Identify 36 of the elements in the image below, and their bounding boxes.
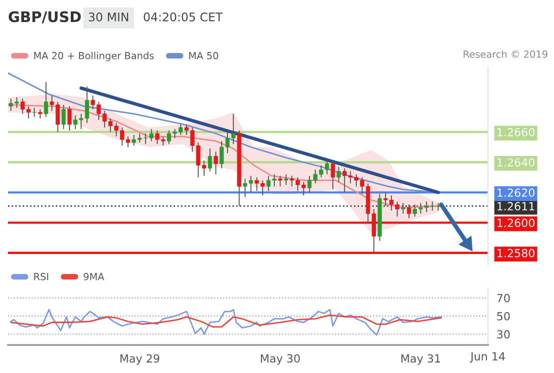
y-tick-label: 1.2600 (498, 218, 534, 228)
candlestick (44, 82, 48, 118)
line-series (10, 314, 442, 328)
x-tick-label: May 30 (260, 354, 300, 365)
candlestick (208, 148, 212, 172)
y-tick-label: 1.2580 (498, 248, 534, 258)
candlestick (330, 160, 335, 190)
candlestick (214, 151, 218, 175)
chart-subtitle: 30 MIN (88, 12, 128, 22)
y-tick-label: 50 (497, 312, 510, 320)
candlestick (32, 107, 36, 118)
candlestick (278, 175, 282, 187)
legend-label: MA 50 (189, 52, 218, 60)
text: Research © 2019 (464, 50, 548, 58)
line-series (10, 309, 442, 336)
text: 04:20:05 CET (144, 12, 223, 22)
candlestick (336, 166, 341, 182)
candlestick (67, 106, 72, 131)
candlestick (406, 204, 412, 219)
y-tick-label: 1.2640 (498, 158, 534, 167)
y-tick-label: 1.2620 (498, 188, 534, 197)
candlestick (401, 202, 406, 214)
text: Jun 14 (470, 352, 505, 363)
y-tick-label: 30 (497, 330, 510, 339)
x-tick-label: May 31 (401, 354, 440, 365)
y-tick-label: 1.2611 (498, 202, 534, 210)
legend-label: 9MA (84, 272, 104, 280)
legend-label: RSI (34, 272, 48, 280)
legend-label: MA 20 + Bollinger Bands (34, 52, 154, 62)
x-tick-label: May 29 (120, 354, 160, 365)
y-tick-label: 1.2660 (498, 128, 534, 136)
chart-title: GBP/USD (8, 11, 81, 24)
y-tick-label: 70 (497, 294, 510, 302)
candlestick (284, 174, 288, 186)
candlestick (38, 108, 42, 119)
candlestick (62, 104, 66, 130)
